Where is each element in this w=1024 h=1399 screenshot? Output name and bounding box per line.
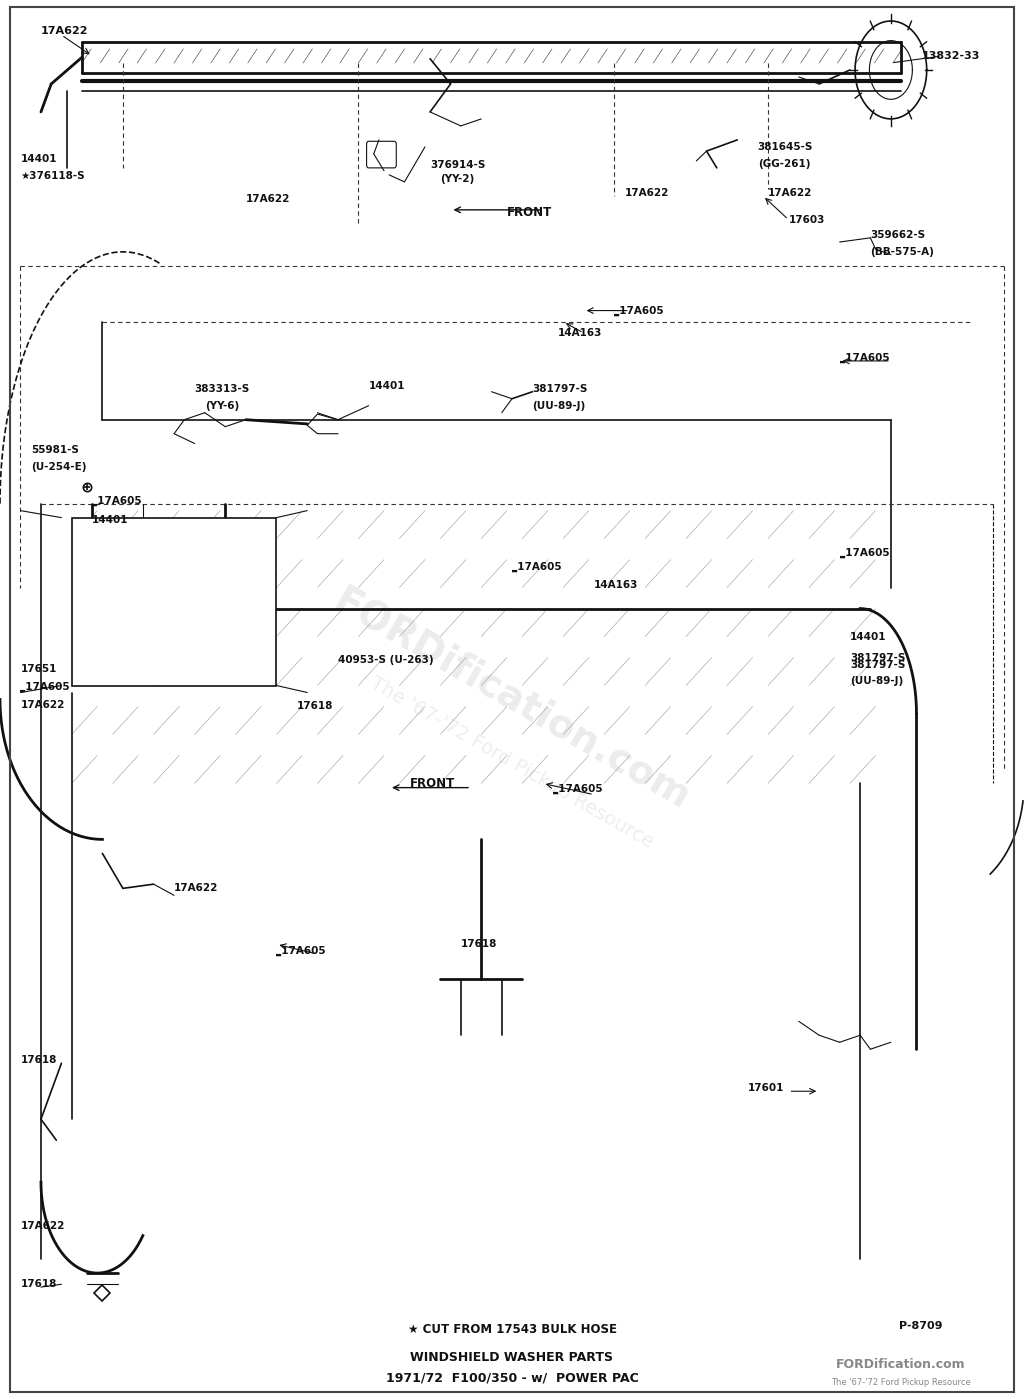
Text: 17A622: 17A622 — [174, 883, 218, 894]
Text: ‗17A605: ‗17A605 — [840, 547, 889, 558]
Text: (UU-89-J): (UU-89-J) — [532, 400, 586, 411]
Text: 359662-S: 359662-S — [870, 229, 926, 241]
Text: ★ CUT FROM 17543 BULK HOSE: ★ CUT FROM 17543 BULK HOSE — [408, 1322, 616, 1336]
Text: WINDSHIELD WASHER PARTS: WINDSHIELD WASHER PARTS — [411, 1350, 613, 1364]
Text: 17618: 17618 — [20, 1279, 57, 1290]
Text: 17A622: 17A622 — [20, 1220, 65, 1231]
Text: 381797-S: 381797-S — [850, 652, 905, 663]
Text: 17618: 17618 — [461, 939, 498, 950]
Text: 14A163: 14A163 — [558, 327, 602, 339]
Text: FORDification.com: FORDification.com — [327, 582, 697, 817]
Text: 17A622: 17A622 — [625, 187, 669, 199]
Text: 381797-S: 381797-S — [850, 659, 905, 670]
Text: ‗17A605: ‗17A605 — [614, 305, 664, 316]
Text: 383313-S: 383313-S — [195, 383, 250, 395]
Text: ‗17A605: ‗17A605 — [276, 946, 326, 957]
Text: 17651: 17651 — [20, 663, 57, 674]
Text: 14A163: 14A163 — [594, 579, 638, 590]
Text: 17601: 17601 — [748, 1083, 784, 1094]
Text: 17618: 17618 — [20, 1055, 57, 1066]
Text: ‗17A605: ‗17A605 — [553, 783, 602, 795]
Text: 381645-S: 381645-S — [758, 141, 813, 152]
Text: 40953-S (U-263): 40953-S (U-263) — [338, 655, 433, 666]
Text: 17603: 17603 — [788, 214, 825, 225]
Text: (BB-575-A): (BB-575-A) — [870, 246, 934, 257]
FancyBboxPatch shape — [367, 141, 396, 168]
Text: 17A622: 17A622 — [41, 25, 88, 36]
Text: FRONT: FRONT — [410, 776, 455, 790]
Text: (GG-261): (GG-261) — [758, 158, 810, 169]
Text: 14401: 14401 — [369, 381, 406, 392]
Text: 17618: 17618 — [297, 701, 334, 712]
Text: (UU-89-J): (UU-89-J) — [850, 676, 903, 687]
Bar — [72, 518, 276, 686]
Text: ★376118-S: ★376118-S — [20, 171, 85, 182]
Text: ‗17A605: ‗17A605 — [840, 353, 889, 364]
Text: The '67-'72 Ford Pickup Resource: The '67-'72 Ford Pickup Resource — [831, 1378, 971, 1386]
Text: (U-254-E): (U-254-E) — [31, 462, 86, 473]
Text: 13832-33: 13832-33 — [922, 50, 980, 62]
Text: 1971/72  F100/350 - w/  POWER PAC: 1971/72 F100/350 - w/ POWER PAC — [386, 1371, 638, 1385]
Text: (YY-6): (YY-6) — [205, 400, 239, 411]
Text: FRONT: FRONT — [507, 206, 552, 220]
Text: 376914-S: 376914-S — [430, 159, 485, 171]
Text: 14401: 14401 — [92, 515, 129, 526]
Text: 55981-S: 55981-S — [31, 445, 79, 456]
Text: 14401: 14401 — [20, 154, 57, 165]
Text: 17A622: 17A622 — [768, 187, 812, 199]
Text: 17A622: 17A622 — [20, 700, 65, 711]
Text: ‗17A605: ‗17A605 — [512, 561, 561, 572]
Text: FORDification.com: FORDification.com — [837, 1357, 966, 1371]
Text: P-8709: P-8709 — [899, 1321, 942, 1332]
Text: ‗17A605: ‗17A605 — [92, 495, 141, 506]
Text: 14401: 14401 — [850, 631, 887, 642]
Text: 381797-S: 381797-S — [532, 383, 588, 395]
Text: 17A622: 17A622 — [246, 193, 290, 204]
Text: The '67-'72 Ford Pickup Resource: The '67-'72 Ford Pickup Resource — [368, 673, 656, 852]
Text: (YY-2): (YY-2) — [440, 173, 474, 185]
Text: ‗17A605: ‗17A605 — [20, 681, 70, 693]
